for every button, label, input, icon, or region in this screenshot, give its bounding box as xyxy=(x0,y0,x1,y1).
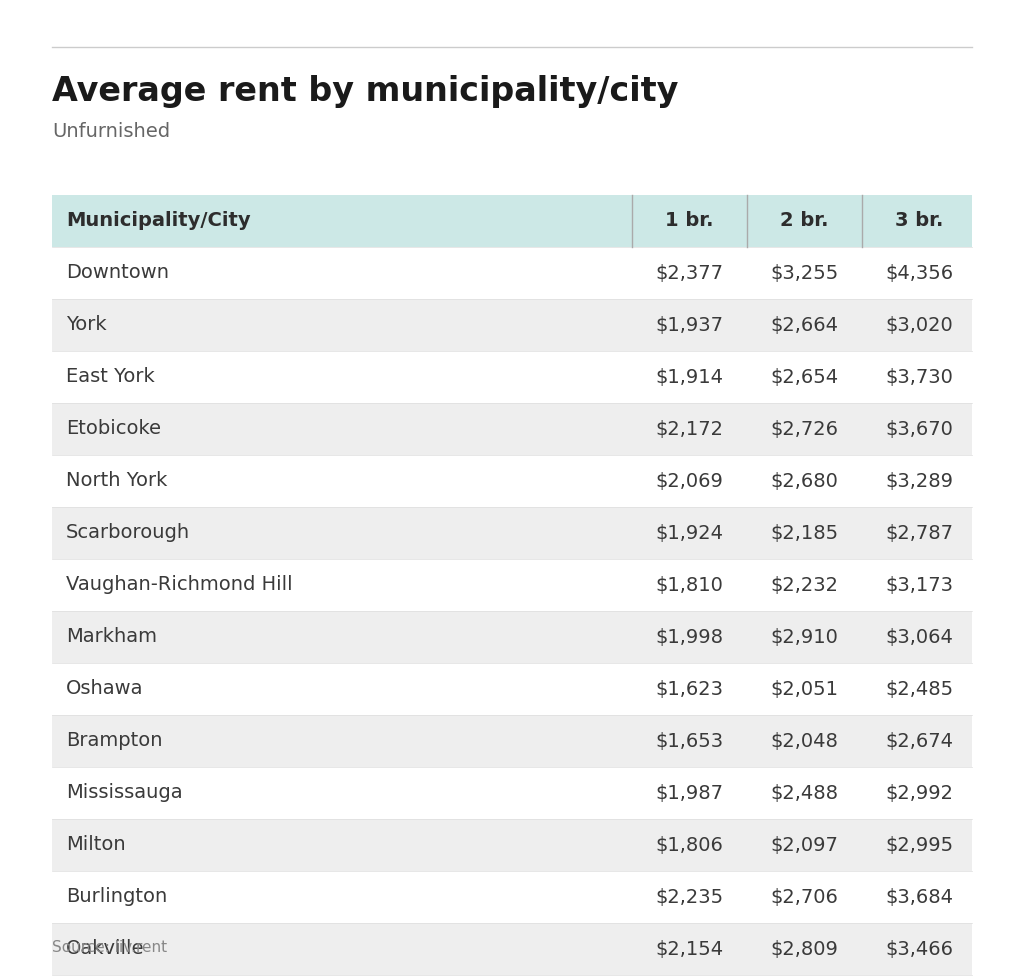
Text: $2,185: $2,185 xyxy=(770,523,839,543)
Text: $2,097: $2,097 xyxy=(771,835,839,855)
Text: Milton: Milton xyxy=(66,835,126,855)
Text: Oakville: Oakville xyxy=(66,940,144,958)
Text: $2,680: $2,680 xyxy=(771,471,839,491)
Bar xyxy=(52,455,972,507)
Text: $2,664: $2,664 xyxy=(770,315,839,335)
Text: $1,806: $1,806 xyxy=(655,835,723,855)
Text: $2,235: $2,235 xyxy=(655,887,724,907)
Text: Mississauga: Mississauga xyxy=(66,784,182,802)
Text: York: York xyxy=(66,315,106,335)
Text: $2,051: $2,051 xyxy=(770,679,839,699)
Text: $3,730: $3,730 xyxy=(886,368,953,386)
Text: $2,992: $2,992 xyxy=(886,784,953,802)
Text: $3,064: $3,064 xyxy=(886,628,953,646)
Text: $1,914: $1,914 xyxy=(655,368,724,386)
Text: $2,706: $2,706 xyxy=(771,887,839,907)
Text: Scarborough: Scarborough xyxy=(66,523,190,543)
Text: $2,232: $2,232 xyxy=(770,576,839,594)
Text: $2,377: $2,377 xyxy=(655,264,724,282)
Text: $1,653: $1,653 xyxy=(655,731,724,751)
Text: $2,488: $2,488 xyxy=(770,784,839,802)
Bar xyxy=(52,299,972,351)
Bar xyxy=(52,507,972,559)
Text: Markham: Markham xyxy=(66,628,157,646)
Bar xyxy=(52,871,972,923)
Text: $2,910: $2,910 xyxy=(771,628,839,646)
Text: Etobicoke: Etobicoke xyxy=(66,420,161,438)
Text: $1,810: $1,810 xyxy=(655,576,723,594)
Text: $2,809: $2,809 xyxy=(771,940,839,958)
Text: Municipality/City: Municipality/City xyxy=(66,212,251,230)
Text: 2 br.: 2 br. xyxy=(780,212,828,230)
Bar xyxy=(52,819,972,871)
Text: $3,255: $3,255 xyxy=(770,264,839,282)
Text: $2,995: $2,995 xyxy=(886,835,953,855)
Text: Downtown: Downtown xyxy=(66,264,169,282)
Text: $3,466: $3,466 xyxy=(886,940,953,958)
Bar xyxy=(52,715,972,767)
Bar xyxy=(52,923,972,975)
Text: $2,726: $2,726 xyxy=(770,420,839,438)
Text: $2,069: $2,069 xyxy=(655,471,723,491)
Text: $2,154: $2,154 xyxy=(655,940,724,958)
Text: $3,289: $3,289 xyxy=(886,471,953,491)
Text: North York: North York xyxy=(66,471,167,491)
Text: East York: East York xyxy=(66,368,155,386)
Bar xyxy=(52,767,972,819)
Text: $2,485: $2,485 xyxy=(886,679,953,699)
Text: Vaughan-Richmond Hill: Vaughan-Richmond Hill xyxy=(66,576,293,594)
Text: $1,924: $1,924 xyxy=(655,523,724,543)
Text: $1,998: $1,998 xyxy=(655,628,724,646)
Text: $3,670: $3,670 xyxy=(886,420,953,438)
Text: $3,020: $3,020 xyxy=(886,315,953,335)
Text: $2,674: $2,674 xyxy=(886,731,953,751)
Text: Brampton: Brampton xyxy=(66,731,163,751)
Text: Average rent by municipality/city: Average rent by municipality/city xyxy=(52,75,678,108)
Text: $2,654: $2,654 xyxy=(770,368,839,386)
Text: $2,787: $2,787 xyxy=(886,523,953,543)
Bar xyxy=(52,559,972,611)
Text: $1,623: $1,623 xyxy=(655,679,724,699)
Bar xyxy=(52,663,972,715)
Text: $1,937: $1,937 xyxy=(655,315,724,335)
Text: Oshawa: Oshawa xyxy=(66,679,143,699)
Text: $1,987: $1,987 xyxy=(655,784,724,802)
Text: $2,048: $2,048 xyxy=(771,731,839,751)
Text: 3 br.: 3 br. xyxy=(895,212,944,230)
Text: $3,684: $3,684 xyxy=(886,887,953,907)
Bar xyxy=(52,247,972,299)
Text: Unfurnished: Unfurnished xyxy=(52,122,170,141)
Bar xyxy=(52,351,972,403)
Bar xyxy=(52,403,972,455)
Text: Source: liv.rent: Source: liv.rent xyxy=(52,940,167,955)
Bar xyxy=(52,611,972,663)
Text: $3,173: $3,173 xyxy=(886,576,953,594)
Text: Burlington: Burlington xyxy=(66,887,167,907)
Bar xyxy=(52,195,972,247)
Text: 1 br.: 1 br. xyxy=(666,212,714,230)
Text: $2,172: $2,172 xyxy=(655,420,724,438)
Text: $4,356: $4,356 xyxy=(886,264,953,282)
